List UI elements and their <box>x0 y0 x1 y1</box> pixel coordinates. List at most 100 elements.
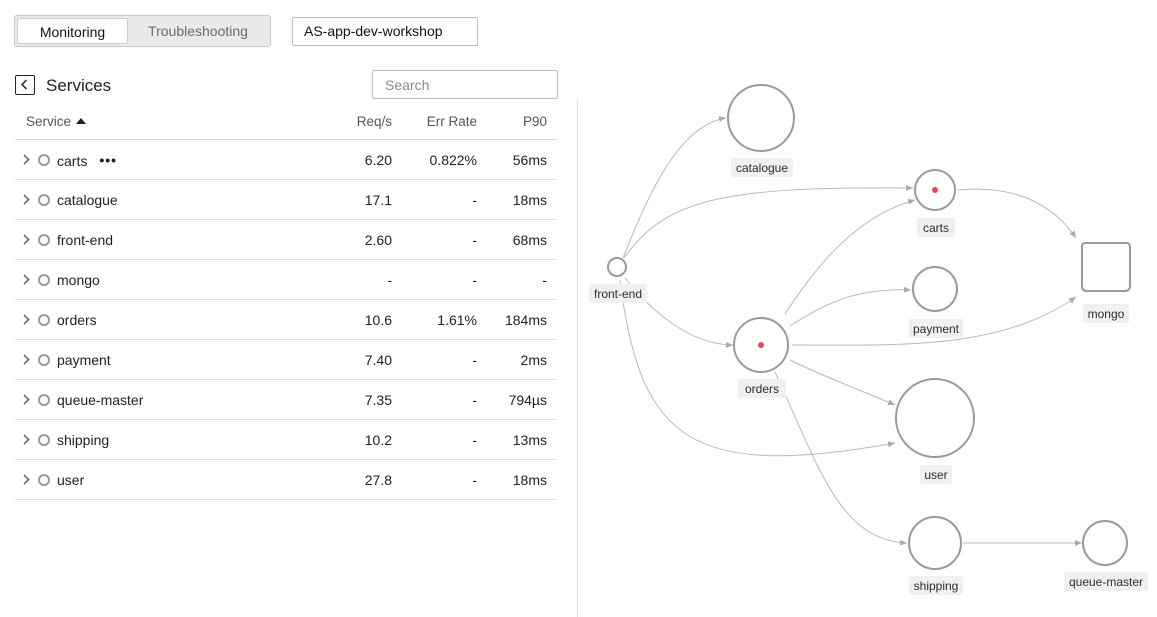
column-service[interactable]: Service <box>26 114 87 129</box>
cell-req: - <box>387 272 392 288</box>
cell-req: 7.35 <box>364 392 392 408</box>
status-indicator <box>38 434 50 446</box>
panel-title: Services <box>46 76 112 95</box>
chevron-right-icon[interactable] <box>23 234 30 245</box>
status-indicator <box>38 474 50 486</box>
mode-tabs: Monitoring Troubleshooting <box>14 15 271 47</box>
status-indicator <box>38 354 50 366</box>
column-service-label: Service <box>26 114 72 129</box>
status-indicator <box>38 154 50 166</box>
table-row[interactable]: orders 10.6 1.61% 184ms <box>15 300 557 340</box>
cell-err-rate: - <box>472 192 477 208</box>
node-label-catalogue: catalogue <box>736 161 788 175</box>
cell-err-rate: 1.61% <box>437 312 477 328</box>
error-indicator <box>758 342 764 348</box>
cell-p90: 18ms <box>512 472 547 488</box>
environment-selector[interactable]: AS-app-dev-workshop <box>292 17 478 46</box>
cell-req: 7.40 <box>364 352 392 368</box>
edge-frontend-user <box>619 279 896 457</box>
service-name: catalogue <box>57 192 118 208</box>
node-front-end[interactable]: front-end <box>589 257 647 303</box>
cell-p90: 56ms <box>512 152 547 168</box>
cell-req: 10.2 <box>364 432 392 448</box>
service-name: front-end <box>57 232 114 248</box>
cell-req: 17.1 <box>364 192 392 208</box>
cell-p90: 18ms <box>512 192 547 208</box>
error-indicator <box>932 187 938 193</box>
chevron-right-icon[interactable] <box>23 434 30 445</box>
cell-req: 10.6 <box>364 312 392 328</box>
node-label-shipping: shipping <box>914 579 959 593</box>
tab-monitoring[interactable]: Monitoring <box>17 18 128 44</box>
cell-p90: 2ms <box>520 352 547 368</box>
cell-p90: 13ms <box>512 432 547 448</box>
services-table: Service Req/s Err Rate P90 carts ••• 6.20… <box>15 104 557 500</box>
service-name: payment <box>57 352 111 368</box>
sort-ascending-icon <box>76 118 87 124</box>
table-row[interactable]: carts ••• 6.20 0.822% 56ms <box>15 140 557 180</box>
cell-err-rate: - <box>472 432 477 448</box>
node-label-mongo: mongo <box>1088 307 1125 321</box>
node-carts[interactable]: carts <box>914 169 956 237</box>
panel-divider <box>577 100 578 617</box>
table-row[interactable]: shipping 10.2 - 13ms <box>15 420 557 460</box>
chevron-right-icon[interactable] <box>23 274 30 285</box>
node-label-queue-master: queue-master <box>1069 575 1143 589</box>
chevron-right-icon[interactable] <box>23 394 30 405</box>
node-label-payment: payment <box>913 322 960 336</box>
service-name: orders <box>57 312 97 328</box>
table-row[interactable]: payment 7.40 - 2ms <box>15 340 557 380</box>
service-name: queue-master <box>57 392 144 408</box>
cell-p90: 184ms <box>504 312 547 328</box>
edge-orders-carts <box>784 198 916 315</box>
cell-p90: 68ms <box>512 232 547 248</box>
table-row[interactable]: front-end 2.60 - 68ms <box>15 220 557 260</box>
more-options-icon[interactable]: ••• <box>99 152 118 168</box>
service-name: mongo <box>57 272 100 288</box>
tab-troubleshooting[interactable]: Troubleshooting <box>148 23 248 39</box>
table-row[interactable]: mongo - - - <box>15 260 557 300</box>
column-err-rate[interactable]: Err Rate <box>426 114 477 129</box>
cell-err-rate: 0.822% <box>429 152 477 168</box>
column-p90[interactable]: P90 <box>522 114 547 129</box>
status-indicator <box>38 234 50 246</box>
node-shipping[interactable]: shipping <box>908 516 963 595</box>
search-input[interactable] <box>372 70 558 99</box>
status-indicator <box>38 274 50 286</box>
node-orders[interactable]: orders <box>733 317 789 398</box>
node-mongo[interactable]: mongo <box>1081 241 1131 323</box>
table-header: Service Req/s Err Rate P90 <box>15 104 557 140</box>
node-user[interactable]: user <box>895 378 975 484</box>
cell-err-rate: - <box>472 272 477 288</box>
cell-req: 27.8 <box>364 472 392 488</box>
chevron-right-icon[interactable] <box>23 194 30 205</box>
table-row[interactable]: catalogue 17.1 - 18ms <box>15 180 557 220</box>
node-catalogue[interactable]: catalogue <box>727 84 795 177</box>
map-edges <box>619 116 1082 546</box>
table-row[interactable]: queue-master 7.35 - 794µs <box>15 380 557 420</box>
cell-p90: 794µs <box>508 392 547 408</box>
node-label-front-end: front-end <box>594 287 642 301</box>
chevron-right-icon[interactable] <box>23 474 30 485</box>
edge-carts-mongo <box>956 188 1077 239</box>
edge-orders-mongo <box>791 296 1077 346</box>
chevron-right-icon[interactable] <box>23 154 30 165</box>
node-queue-master[interactable]: queue-master <box>1064 520 1148 591</box>
table-row[interactable]: user 27.8 - 18ms <box>15 460 557 500</box>
service-name-text: carts <box>57 153 88 169</box>
node-label-carts: carts <box>923 221 949 235</box>
cell-err-rate: - <box>472 352 477 368</box>
column-req[interactable]: Req/s <box>356 114 392 129</box>
edge-frontend-carts <box>623 184 914 259</box>
edge-orders-user <box>789 359 896 406</box>
node-label-orders: orders <box>745 382 779 396</box>
chevron-right-icon[interactable] <box>23 314 30 325</box>
service-map: catalogue carts front-end payment mongo … <box>589 84 1148 595</box>
cell-req: 2.60 <box>364 232 392 248</box>
back-button[interactable] <box>15 75 35 95</box>
chevron-right-icon[interactable] <box>23 354 30 365</box>
status-indicator <box>38 194 50 206</box>
node-payment[interactable]: payment <box>909 266 963 338</box>
status-indicator <box>38 314 50 326</box>
edge-orders-shipping <box>774 371 908 546</box>
